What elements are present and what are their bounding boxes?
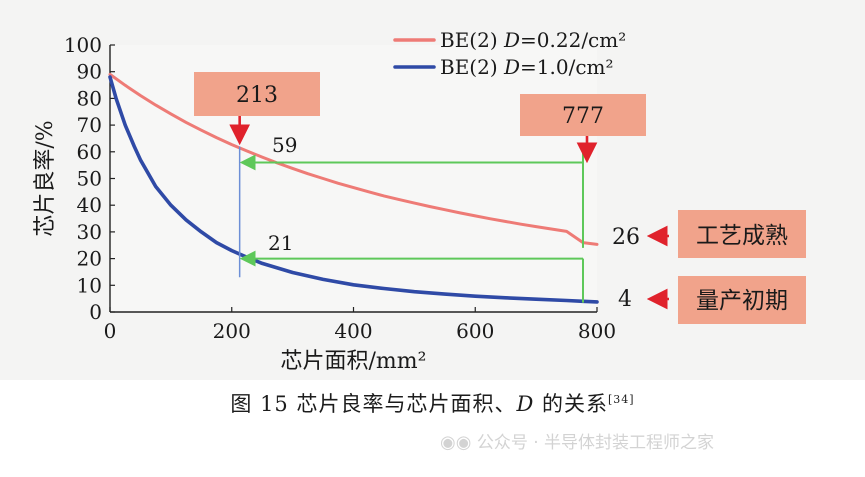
x-tick-label: 800 [578, 319, 616, 343]
legend-label-2: BE(2) D=1.0/cm² [440, 55, 614, 79]
y-tick-label: 40 [77, 193, 102, 217]
caption-suffix: 的关系 [534, 392, 608, 416]
box-777 [520, 94, 646, 136]
tag-early: 量产初期 [696, 288, 788, 314]
x-axis-title: 芯片面积/mm² [281, 349, 427, 374]
legend-label-1: BE(2) D=0.22/cm² [440, 28, 626, 52]
label-59: 59 [272, 133, 297, 157]
y-tick-label: 10 [77, 273, 102, 297]
label-21: 21 [268, 231, 293, 255]
chart-panel: 0 10 20 30 40 50 60 70 80 90 100 0 200 400 600 800 芯片面积/… [0, 0, 865, 380]
series-line-1 [108, 72, 599, 246]
wechat-icon: ◉◉ [440, 432, 472, 453]
tag-mature-box [678, 210, 806, 258]
y-tick-label: 100 [64, 33, 102, 57]
x-tick-label: 0 [104, 319, 117, 343]
y-tick-label: 70 [77, 113, 102, 137]
watermark-text: 公众号 · 半导体封装工程师之家 [476, 433, 715, 453]
y-tick-label: 20 [77, 247, 102, 271]
y-tick-label: 80 [77, 86, 102, 110]
box-213 [194, 72, 320, 116]
label-4: 4 [618, 287, 632, 312]
x-tick-label: 600 [456, 319, 494, 343]
y-tick-label: 90 [77, 60, 102, 84]
y-tick-label: 30 [77, 220, 102, 244]
y-tick-label: 50 [77, 167, 102, 191]
plot-area [110, 45, 597, 312]
series-line-2 [108, 75, 599, 304]
label-26: 26 [612, 225, 640, 250]
figure-caption: 图 15 芯片良率与芯片面积、D 的关系[34] [0, 388, 865, 418]
watermark: ◉◉ 公众号 · 半导体封装工程师之家 [440, 428, 714, 453]
x-tick-label: 400 [334, 319, 372, 343]
tag-early-box [678, 276, 806, 324]
y-tick-label: 60 [77, 140, 102, 164]
caption-prefix: 图 15 芯片良率与芯片面积、 [230, 392, 517, 416]
caption-ref: [34] [608, 393, 635, 406]
y-tick-label: 0 [89, 300, 102, 324]
y-axis-title: 芯片良率/% [33, 120, 58, 236]
x-tick-label: 200 [213, 319, 251, 343]
caption-italic: D [516, 392, 535, 416]
tag-mature: 工艺成熟 [696, 223, 788, 249]
box-213-label: 213 [236, 83, 278, 108]
box-777-label: 777 [562, 104, 604, 129]
